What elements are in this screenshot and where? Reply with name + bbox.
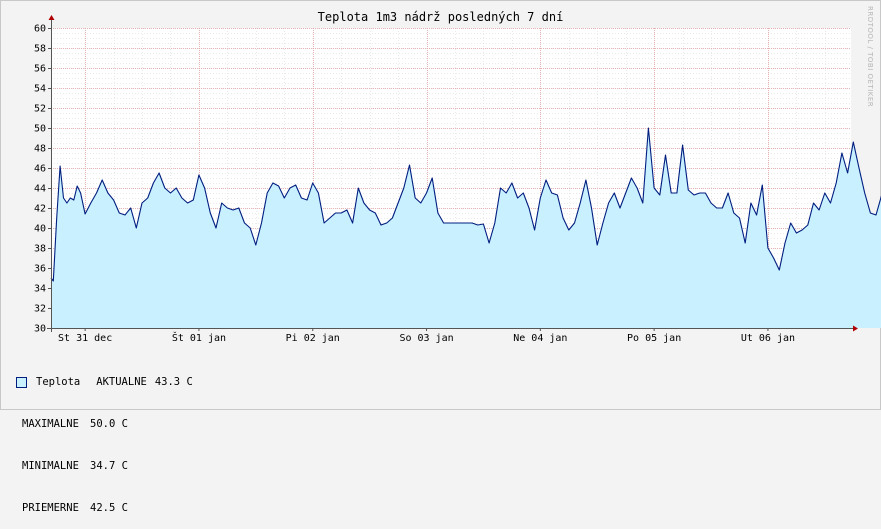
y-tick-label: 40 [34, 224, 46, 235]
x-tick-label: Št 01 jan [172, 331, 226, 344]
legend-max-value: 50.0 C [90, 418, 128, 430]
legend-avg-key: PRIEMERNE [22, 502, 79, 514]
y-tick-label: 38 [34, 244, 46, 255]
chart-title: Teplota 1m3 nádrž posledných 7 dní [317, 10, 564, 24]
y-tick-label: 34 [34, 284, 46, 295]
y-tick-label: 48 [34, 144, 46, 155]
axes [47, 15, 858, 332]
series-area [51, 128, 881, 328]
legend-max-row: MAXIMALNE 50.0 C [16, 417, 193, 431]
legend-swatch [16, 376, 27, 388]
y-tick-label: 52 [34, 104, 46, 115]
legend-series-row: Teplota AKTUALNE 43.3 C [16, 375, 193, 389]
legend-current-key: AKTUALNE [96, 376, 147, 388]
legend: Teplota AKTUALNE 43.3 C MAXIMALNE 50.0 C… [16, 347, 193, 529]
y-tick-label: 32 [34, 304, 46, 315]
legend-avg-value: 42.5 C [90, 502, 128, 514]
legend-min-row: MINIMALNE 34.7 C [16, 459, 193, 473]
legend-min-key: MINIMALNE [22, 460, 79, 472]
x-tick-label: So 03 jan [399, 333, 453, 344]
y-tick-label: 50 [34, 124, 46, 135]
y-tick-label: 36 [34, 264, 46, 275]
legend-current-value: 43.3 C [154, 376, 193, 388]
y-tick-label: 30 [34, 324, 46, 335]
tick-labels: 30 32 34 36 38 40 42 44 46 48 50 52 54 56 58 60 St 31 de… [34, 24, 795, 345]
y-tick-label: 42 [34, 204, 46, 215]
series-layer [50, 127, 881, 328]
x-tick-label: Ne 04 jan [513, 333, 567, 344]
chart-plot: 30 32 34 36 38 40 42 44 46 48 50 52 54 56 58 60 St 31 de… [0, 0, 881, 410]
legend-series-name: Teplota [36, 376, 81, 388]
y-tick-label: 56 [34, 64, 46, 75]
series-line [50, 127, 881, 282]
y-tick-label: 44 [34, 184, 46, 195]
y-tick-label: 60 [34, 24, 46, 35]
x-axis-arrow [853, 325, 858, 332]
x-tick-label: St 31 dec [58, 333, 112, 344]
y-tick-label: 54 [34, 84, 46, 95]
legend-max-key: MAXIMALNE [22, 418, 79, 430]
x-tick-label: Po 05 jan [627, 333, 681, 344]
x-tick-label: Pi 02 jan [286, 333, 340, 344]
x-tick-label: Ut 06 jan [741, 333, 795, 344]
legend-min-value: 34.7 C [90, 460, 128, 472]
legend-avg-row: PRIEMERNE 42.5 C [16, 501, 193, 515]
y-tick-label: 58 [34, 44, 46, 55]
y-axis-arrow [48, 15, 55, 20]
watermark-text: RRDTOOL / TOBI OETIKER [866, 6, 874, 108]
y-tick-label: 46 [34, 164, 46, 175]
